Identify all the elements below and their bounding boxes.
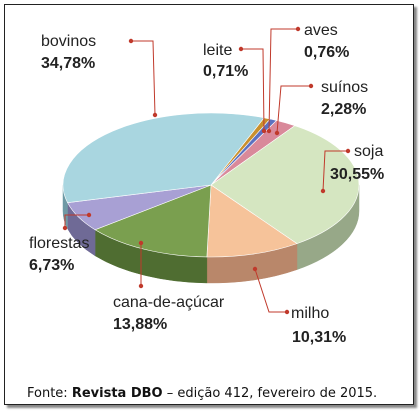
pie-chart: leite 0,71% aves 0,76% suínos 2,28% soja 30,55%… [5, 5, 415, 380]
leader-dot-end-cana-de-acucar [139, 241, 143, 245]
source-publication: Revista DBO [72, 386, 163, 401]
leader-dot-start-soja [346, 149, 350, 153]
leader-dot-end-florestas [87, 213, 91, 217]
leader-dot-start-florestas [63, 226, 67, 230]
leader-dot-start-aves [296, 27, 300, 31]
label-value-milho: 10,31% [292, 329, 346, 346]
label-value-cana-de-acucar: 13,88% [113, 316, 167, 333]
leader-dot-start-suinos [309, 84, 313, 88]
label-name-aves: aves [304, 22, 338, 39]
label-name-bovinos: bovinos [41, 33, 96, 50]
label-value-soja: 30,55% [330, 166, 384, 183]
leader-dot-end-milho [253, 267, 257, 271]
leader-dot-end-aves [267, 129, 271, 133]
label-value-florestas: 6,73% [29, 257, 74, 274]
leader-dot-end-bovinos [153, 113, 157, 117]
label-value-suinos: 2,28% [321, 101, 366, 118]
label-name-soja: soja [354, 143, 383, 160]
label-name-leite: leite [203, 42, 232, 59]
leader-bovinos [131, 41, 155, 115]
label-name-suinos: suínos [321, 79, 368, 96]
leader-dot-start-leite [239, 47, 243, 51]
source-caption: Fonte: Revista DBO – edição 412, feverei… [27, 386, 377, 401]
label-name-milho: milho [291, 305, 329, 322]
label-name-florestas: florestas [29, 235, 89, 252]
leader-dot-end-suinos [275, 131, 279, 135]
leader-dot-start-cana-de-acucar [139, 284, 143, 288]
label-value-bovinos: 34,78% [41, 55, 95, 72]
leader-dot-start-milho [285, 310, 289, 314]
figure-frame: leite 0,71% aves 0,76% suínos 2,28% soja 30,55%… [4, 4, 414, 405]
leader-dot-start-bovinos [129, 39, 133, 43]
source-prefix: Fonte: [27, 386, 72, 401]
pie-slices [63, 113, 359, 257]
label-value-leite: 0,71% [203, 63, 248, 80]
label-value-aves: 0,76% [304, 44, 349, 61]
leader-aves [269, 29, 298, 131]
leader-dot-end-leite [262, 129, 266, 133]
label-name-cana-de-acucar: cana-de-açúcar [113, 294, 225, 311]
source-suffix: – edição 412, fevereiro de 2015. [163, 386, 378, 401]
leader-dot-end-soja [321, 189, 325, 193]
